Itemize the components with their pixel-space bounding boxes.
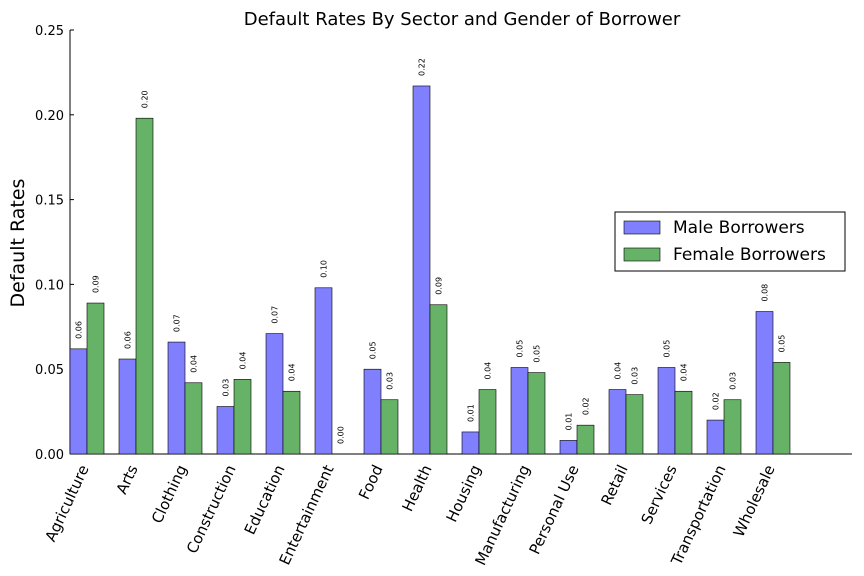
data-label: 0.05 [663,340,672,358]
bar-female-retail [625,394,644,455]
x-tick-label: Food [355,462,387,502]
bar-male-health [412,85,431,455]
chart-title: Default Rates By Sector and Gender of Bo… [244,9,681,30]
bar-male-arts [118,358,137,455]
x-tick-label: Wholesale [730,462,779,540]
bar-male-wholesale [755,311,774,455]
bar-female-clothing [184,382,203,455]
bar-male-agriculture [69,348,88,455]
bar-female-personal-use [576,424,595,455]
data-label: 0.05 [369,341,378,359]
data-label: 0.04 [190,355,199,373]
bar-male-retail [608,389,627,455]
bar-male-transportation [706,419,725,455]
bar-male-clothing [167,341,186,455]
bar-female-housing [478,389,497,455]
x-tick-label: Housing [443,462,485,525]
x-tick-label: Education [241,462,289,537]
data-label: 0.10 [320,260,329,278]
x-tick-label: Arts [113,462,142,497]
bar-female-arts [135,117,154,455]
bar-female-transportation [723,399,742,455]
data-label: 0.20 [141,90,150,108]
data-label: 0.22 [418,58,427,76]
data-label: 0.03 [631,367,640,385]
data-label: 0.03 [729,372,738,390]
bar-female-health [429,304,448,455]
x-tick-label: Retail [597,462,631,508]
bar-female-wholesale [772,362,791,455]
data-label: 0.06 [75,321,84,339]
data-label: 0.08 [761,284,770,302]
bar-male-services [657,367,676,455]
data-label: 0.05 [516,340,525,358]
data-label: 0.05 [533,345,542,363]
bar-male-manufacturing [510,367,529,455]
data-label: 0.09 [92,275,101,293]
legend-label: Male Borrowers [673,218,805,238]
data-label: 0.07 [173,314,182,332]
data-label: 0.04 [288,363,297,381]
y-tick-label: 0.00 [35,448,64,463]
bars [69,85,791,455]
data-label: 0.04 [239,352,248,370]
data-label: 0.02 [582,397,591,415]
data-label: 0.04 [614,362,623,380]
y-axis-label: Default Rates [7,179,29,308]
data-label: 0.03 [222,379,231,397]
y-tick-label: 0.10 [35,278,64,293]
data-label: 0.00 [337,426,346,444]
bar-female-construction [233,379,252,455]
data-label: 0.04 [680,363,689,381]
data-label: 0.01 [565,413,574,431]
legend-label: Female Borrowers [673,245,826,265]
x-tick-label: Services [638,462,681,527]
data-label: 0.06 [124,331,133,349]
bar-male-personal-use [559,440,578,455]
x-tick-label: Clothing [148,462,191,526]
y-tick-label: 0.20 [35,109,64,124]
legend-swatch [623,220,661,235]
x-tick-label: Entertainment [276,462,338,568]
data-label: 0.07 [271,306,280,324]
legend-swatch [623,247,661,262]
bar-male-housing [461,431,480,455]
y-tick-label: 0.05 [35,363,64,378]
bar-female-education [282,390,301,455]
bar-male-construction [216,406,235,455]
x-tick-label: Health [398,462,435,514]
legend: Male Borrowers Female Borrowers [614,211,846,272]
bar-male-entertainment [314,287,333,455]
bar-female-agriculture [86,302,105,455]
data-label: 0.03 [386,372,395,390]
bar-female-services [674,390,693,455]
x-tick-label: Construction [183,462,240,556]
bar-male-education [265,333,284,455]
data-labels: 0.06 0.09 0.06 0.20 0.07 0.04 0.03 0.04 0.07 0.04… [75,58,787,444]
data-label: 0.02 [712,392,721,410]
bar-female-manufacturing [527,372,546,455]
data-label: 0.05 [778,335,787,353]
data-label: 0.09 [435,277,444,295]
x-tick-label: Agriculture [41,462,92,544]
y-tick-label: 0.15 [35,194,64,209]
data-label: 0.04 [484,362,493,380]
data-label: 0.01 [467,404,476,422]
x-tick-label: Personal Use [526,462,583,557]
y-tick-label: 0.25 [35,24,64,39]
bar-male-food [363,368,382,455]
bar-female-food [380,399,399,455]
